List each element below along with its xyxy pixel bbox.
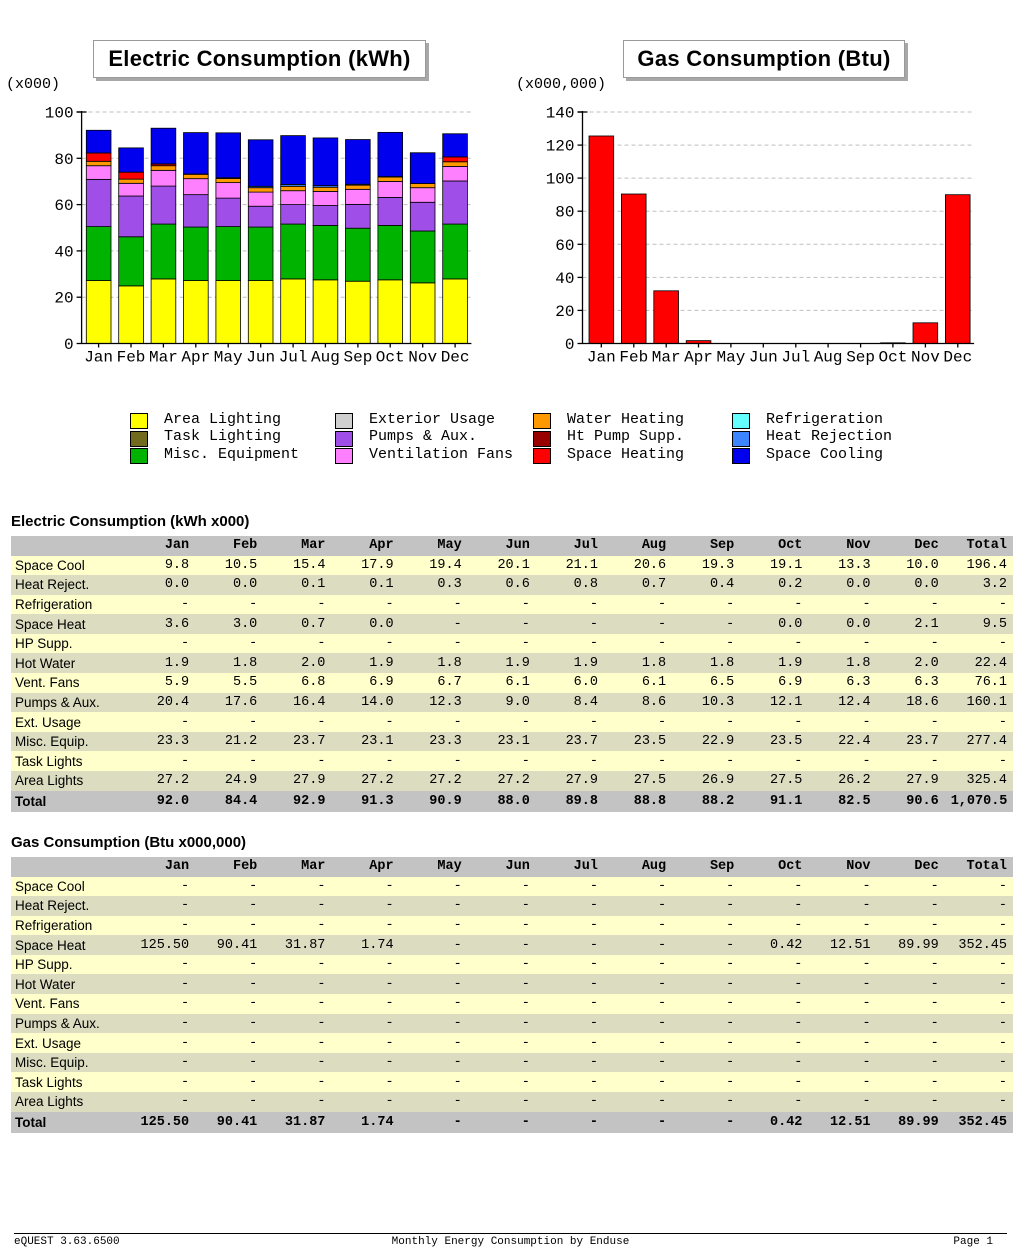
svg-text:May: May — [214, 349, 243, 367]
svg-text:80: 80 — [555, 204, 574, 222]
svg-text:Jan: Jan — [587, 349, 616, 367]
svg-text:40: 40 — [555, 270, 574, 288]
svg-text:60: 60 — [555, 237, 574, 255]
svg-text:140: 140 — [546, 105, 575, 123]
svg-text:Apr: Apr — [181, 349, 210, 367]
svg-text:40: 40 — [54, 243, 73, 261]
svg-text:20: 20 — [555, 303, 574, 321]
svg-text:Jun: Jun — [749, 349, 778, 367]
svg-text:Mar: Mar — [149, 349, 178, 367]
svg-text:Nov: Nov — [911, 349, 940, 367]
svg-text:100: 100 — [45, 105, 74, 123]
svg-text:Jan: Jan — [84, 349, 113, 367]
svg-text:Dec: Dec — [441, 349, 470, 367]
svg-text:May: May — [716, 349, 745, 367]
svg-text:Sep: Sep — [846, 349, 875, 367]
svg-text:120: 120 — [546, 138, 575, 156]
svg-text:Apr: Apr — [684, 349, 713, 367]
svg-text:Feb: Feb — [619, 349, 648, 367]
svg-text:100: 100 — [546, 171, 575, 189]
svg-text:Dec: Dec — [943, 349, 972, 367]
svg-text:Jun: Jun — [246, 349, 275, 367]
svg-text:80: 80 — [54, 151, 73, 169]
svg-text:60: 60 — [54, 197, 73, 215]
svg-text:Sep: Sep — [343, 349, 372, 367]
svg-text:Aug: Aug — [311, 349, 340, 367]
svg-text:0: 0 — [565, 336, 575, 354]
svg-text:0: 0 — [64, 336, 74, 354]
svg-text:Oct: Oct — [878, 349, 907, 367]
svg-text:Mar: Mar — [652, 349, 681, 367]
svg-text:Nov: Nov — [408, 349, 437, 367]
svg-text:Jul: Jul — [781, 349, 810, 367]
svg-text:Jul: Jul — [279, 349, 308, 367]
svg-text:Feb: Feb — [117, 349, 146, 367]
svg-text:Oct: Oct — [376, 349, 405, 367]
svg-text:Aug: Aug — [814, 349, 843, 367]
svg-text:20: 20 — [54, 290, 73, 308]
